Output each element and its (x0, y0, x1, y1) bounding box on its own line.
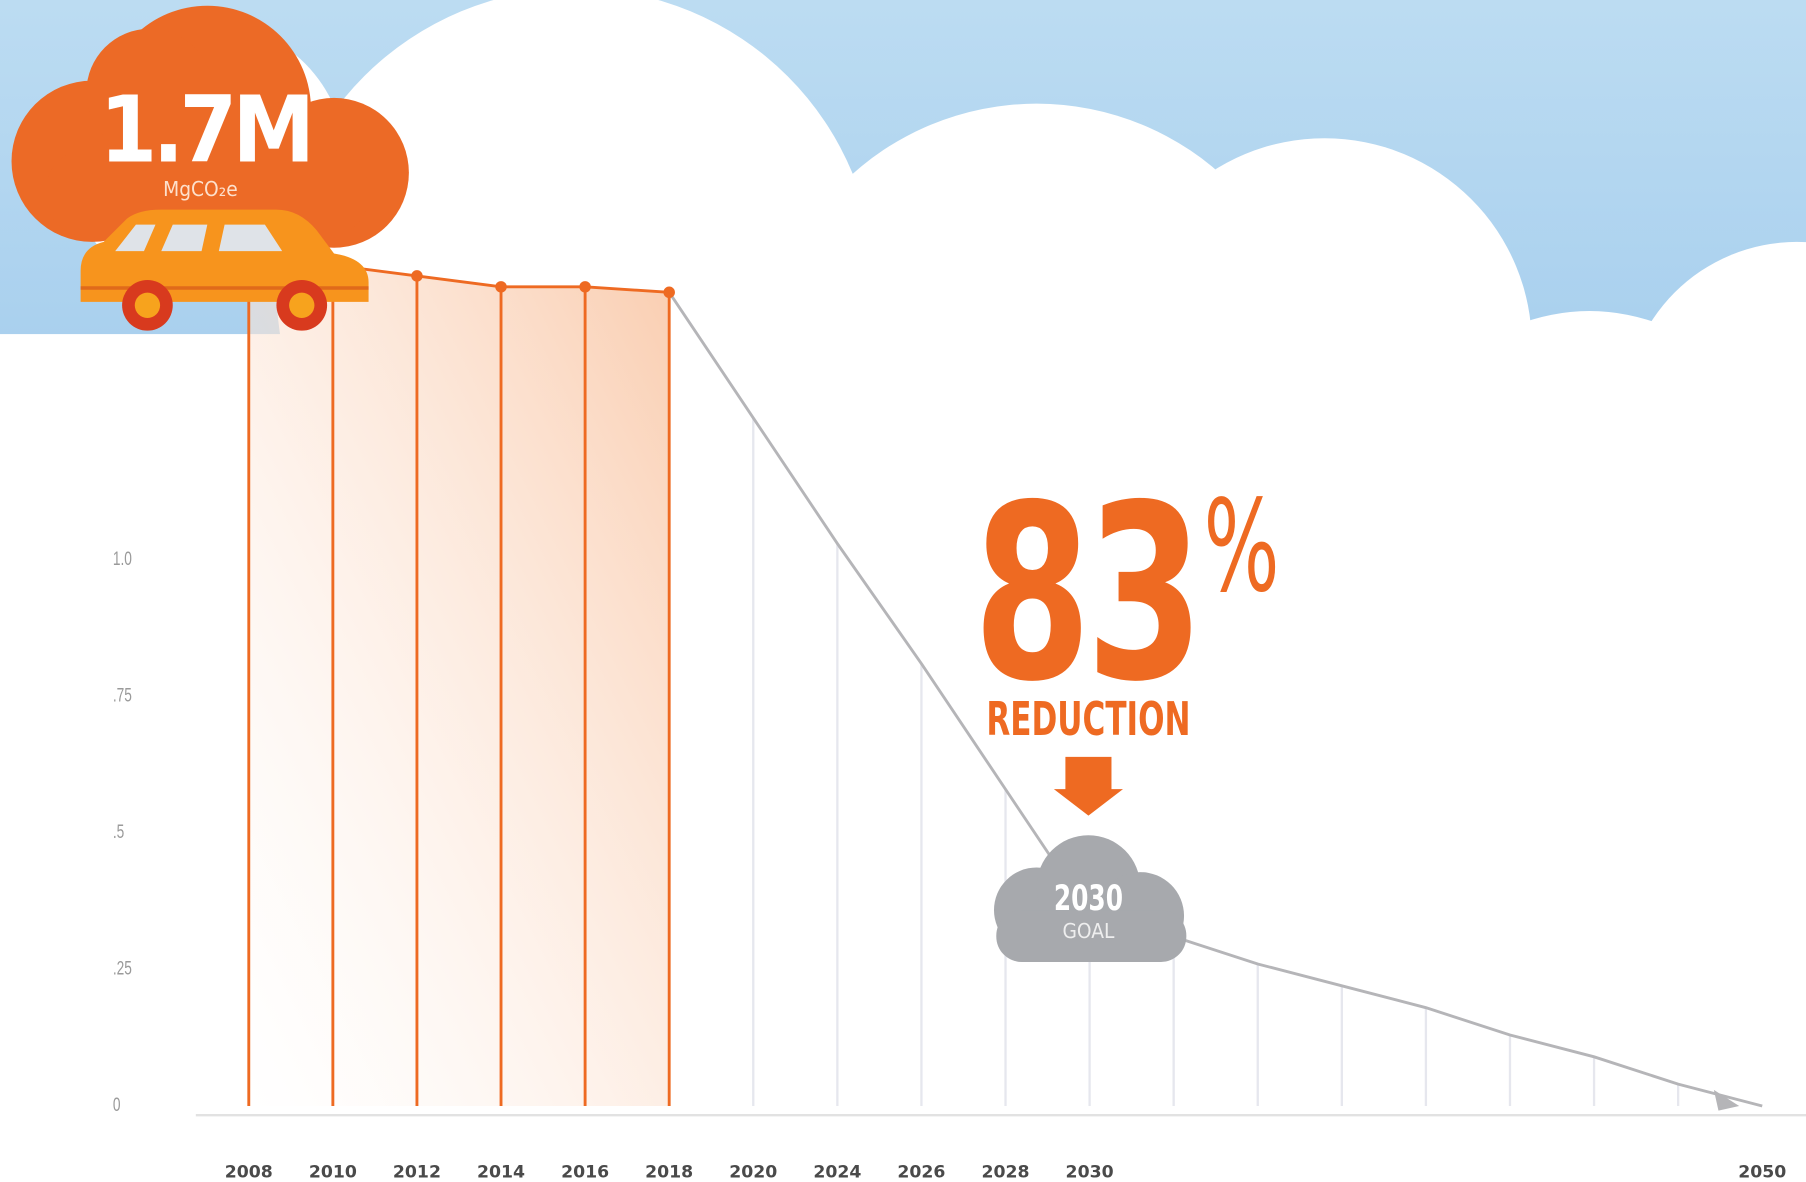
infographic: 0.25.5.751.01.52008201020122014201620182… (0, 0, 1806, 1182)
actual-area (249, 265, 669, 1106)
y-tick-label: .75 (113, 684, 132, 706)
x-tick-label: 2026 (897, 1162, 945, 1182)
actual-point (411, 270, 423, 282)
x-tick-label: 2028 (981, 1162, 1029, 1182)
x-tick-label: 2012 (393, 1162, 441, 1182)
y-tick-label: .25 (113, 957, 132, 979)
x-tick-label: 2008 (225, 1162, 273, 1182)
reduction-sign: % (1204, 472, 1280, 620)
y-tick-label: 0 (113, 1094, 121, 1116)
x-tick-label: 2016 (561, 1162, 609, 1182)
x-tick-label: 2050 (1738, 1162, 1786, 1182)
goal-year: 2030 (1054, 879, 1123, 919)
x-tick-label: 2024 (813, 1162, 861, 1182)
x-tick-label: 2010 (309, 1162, 357, 1182)
x-tick-label: 2020 (729, 1162, 777, 1182)
y-tick-label: 1.0 (113, 548, 132, 570)
x-tick-label: 2018 (645, 1162, 693, 1182)
goal-label: GOAL (1062, 919, 1114, 943)
headline-unit: MgCO₂e (163, 177, 238, 201)
headline-value: 1.7M (100, 75, 311, 183)
x-tick-label: 2014 (477, 1162, 525, 1182)
actual-point (579, 281, 591, 293)
y-tick-label: .5 (113, 821, 124, 843)
actual-point (495, 281, 507, 293)
actual-point (663, 287, 675, 299)
reduction-label: REDUCTION (986, 692, 1190, 746)
x-tick-label: 2030 (1066, 1162, 1114, 1182)
